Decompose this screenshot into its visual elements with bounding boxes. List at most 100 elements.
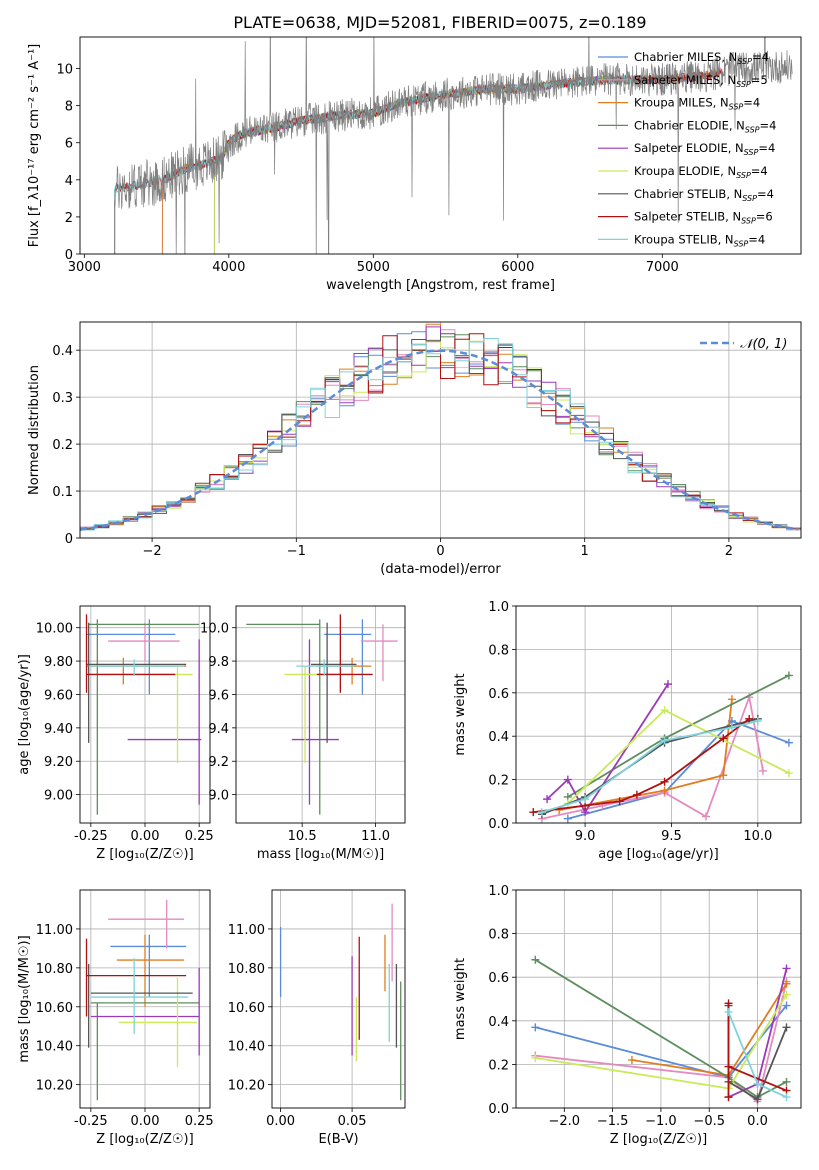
series-marker-kroupa_stelib <box>724 1008 733 1017</box>
panel-spectrum: 3000 4000 5000 6000 7000 0 2 4 6 8 10 wavelength [A… <box>27 36 802 293</box>
legend-subscript: SSP <box>729 103 744 112</box>
y-axis-label: age [log₁₀(age/yr)] <box>17 654 32 775</box>
x-tick-label: −1 <box>287 544 306 559</box>
panel-mass_vs_ebv: 0.00 0.05 10.20 10.40 10.60 10.80 11.00 E(B-V) <box>228 889 406 1147</box>
legend-label: 𝒩(0, 1) <box>740 337 787 352</box>
panel-residuals: −2 −1 0 1 2 0 0.1 0.2 0.3 0.4 (data-model)/error No… <box>27 321 802 577</box>
legend-count: =4 <box>748 232 765 246</box>
panel-age_vs_Z: -0.25 0.00 0.25 9.00 9.20 9.40 9.60 9.80 10.00 Z … <box>17 605 214 862</box>
legend-count: =5 <box>751 73 768 87</box>
y-tick-label: 6 <box>65 137 73 152</box>
x-tick-label: 0 <box>436 544 444 559</box>
legend-count: =4 <box>743 96 760 110</box>
series-marker-salpeter_miles <box>702 812 710 821</box>
series-marker-salpeter_miles <box>759 766 767 775</box>
series-marker-salpeter_stelib <box>660 777 669 786</box>
series-marker-salpeter_elodie <box>782 964 791 973</box>
y-tick-label: 11.00 <box>228 923 265 938</box>
series-marker-kroupa_stelib <box>782 1093 791 1102</box>
x-axis-label: age [log₁₀(age/yr)] <box>598 847 719 862</box>
legend-entry: Kroupa MILES, NSSP=4 <box>634 96 760 112</box>
legend-label: Kroupa ELODIE, N <box>634 164 736 178</box>
axes-frame <box>79 889 211 1109</box>
y-tick-label: 0.2 <box>488 1058 509 1073</box>
y-axis-label: mass weight <box>453 673 468 755</box>
plot-area-weight_vs_Z <box>531 955 791 1106</box>
y-tick-label: 10.60 <box>36 1001 73 1016</box>
series-marker-chabrier_miles <box>563 814 572 823</box>
series-line-kroupa_elodie <box>567 709 790 805</box>
y-axis-label: Flux [f_λ10⁻¹⁷ erg cm⁻² s⁻¹ A⁻¹] <box>27 44 42 248</box>
x-tick-label: 1 <box>581 544 589 559</box>
y-tick-label: 0.2 <box>488 774 509 789</box>
legend-label: Chabrier STELIB, N <box>634 187 742 201</box>
series-marker-salpeter_elodie <box>664 680 672 689</box>
x-axis-label: Z [log₁₀(Z/Z☉)] <box>96 1132 193 1147</box>
y-tick-label: 11.00 <box>36 923 73 938</box>
x-tick-label: −1.0 <box>645 1114 677 1129</box>
x-axis-label: mass [log₁₀(M/M☉)] <box>257 847 384 862</box>
y-tick-label: 0.1 <box>52 485 73 500</box>
legend-entry: Salpeter ELODIE, NSSP=4 <box>634 141 775 157</box>
series-marker-chabrier_stelib <box>753 1095 762 1104</box>
series-marker-salpeter_stelib <box>724 1093 733 1102</box>
x-tick-label: 0.25 <box>185 829 214 844</box>
series-marker-kroupa_miles <box>782 979 791 988</box>
x-tick-label: 0.25 <box>185 1114 214 1129</box>
y-tick-label: 10.20 <box>36 1079 73 1094</box>
legend-label: Chabrier ELODIE, N <box>634 118 745 132</box>
y-tick-label: 1.0 <box>488 600 509 615</box>
legend-label: Chabrier MILES, N <box>634 50 737 64</box>
y-tick-label: 0.8 <box>488 928 509 943</box>
series-marker-kroupa_elodie <box>782 990 791 999</box>
legend-subscript: SSP <box>737 57 752 66</box>
y-tick-label: 10 <box>56 63 73 78</box>
x-tick-label: −2 <box>143 544 162 559</box>
axes-frame <box>271 889 406 1109</box>
x-tick-label: 9.0 <box>575 829 596 844</box>
legend-entry: Chabrier ELODIE, NSSP=4 <box>634 118 776 134</box>
legend-subscript: SSP <box>736 80 751 89</box>
legend: 𝒩(0, 1) <box>700 337 787 352</box>
x-tick-label: 0.00 <box>131 1114 160 1129</box>
series-marker-chabrier_miles <box>782 1001 791 1010</box>
x-tick-label: 2 <box>725 544 733 559</box>
y-tick-label: 9.8 <box>208 655 229 670</box>
series-marker-kroupa_miles <box>627 1056 636 1065</box>
legend-label: Kroupa STELIB, N <box>634 232 734 246</box>
legend-subscript: SSP <box>745 125 760 134</box>
series-marker-kroupa_stelib <box>660 736 669 745</box>
x-axis-label: (data-model)/error <box>380 562 501 577</box>
y-tick-label: 0.3 <box>52 391 73 406</box>
legend-entry: Chabrier MILES, NSSP=4 <box>634 50 769 66</box>
series-marker-kroupa_elodie <box>784 769 793 778</box>
y-tick-label: 0.2 <box>52 438 73 453</box>
y-tick-label: 9.20 <box>44 755 73 770</box>
series-line-salpeter_miles <box>541 693 764 820</box>
series-marker-salpeter_stelib <box>529 808 538 817</box>
y-tick-label: 10.20 <box>228 1079 265 1094</box>
x-axis-label: Z [log₁₀(Z/Z☉)] <box>610 1132 707 1147</box>
x-tick-label: −1.5 <box>597 1114 629 1129</box>
y-tick-label: 1.0 <box>488 884 509 899</box>
y-tick-label: 0.8 <box>488 643 509 658</box>
axes-frame <box>515 889 802 1109</box>
series-marker-salpeter_stelib <box>724 1062 733 1071</box>
plot-area-age_vs_mass <box>246 614 398 815</box>
series-marker-salpeter_stelib <box>632 790 641 799</box>
x-tick-label: 4000 <box>212 260 245 275</box>
axes-frame <box>79 321 802 539</box>
series-marker-kroupa_miles <box>660 786 669 795</box>
y-tick-label: 9.40 <box>44 722 73 737</box>
series-marker-kroupa_elodie <box>531 1053 540 1062</box>
series-marker-salpeter_stelib <box>615 797 624 806</box>
legend-subscript: SSP <box>741 217 756 226</box>
series-marker-kroupa_stelib <box>537 808 546 817</box>
legend-count: =4 <box>757 187 774 201</box>
x-tick-label: 3000 <box>68 260 101 275</box>
axes-frame <box>79 36 802 255</box>
series-marker-salpeter_elodie <box>543 795 552 804</box>
y-axis-label: Normed distribution <box>27 365 42 495</box>
y-tick-label: 4 <box>65 174 73 189</box>
series-marker-chabrier_miles <box>784 738 793 747</box>
